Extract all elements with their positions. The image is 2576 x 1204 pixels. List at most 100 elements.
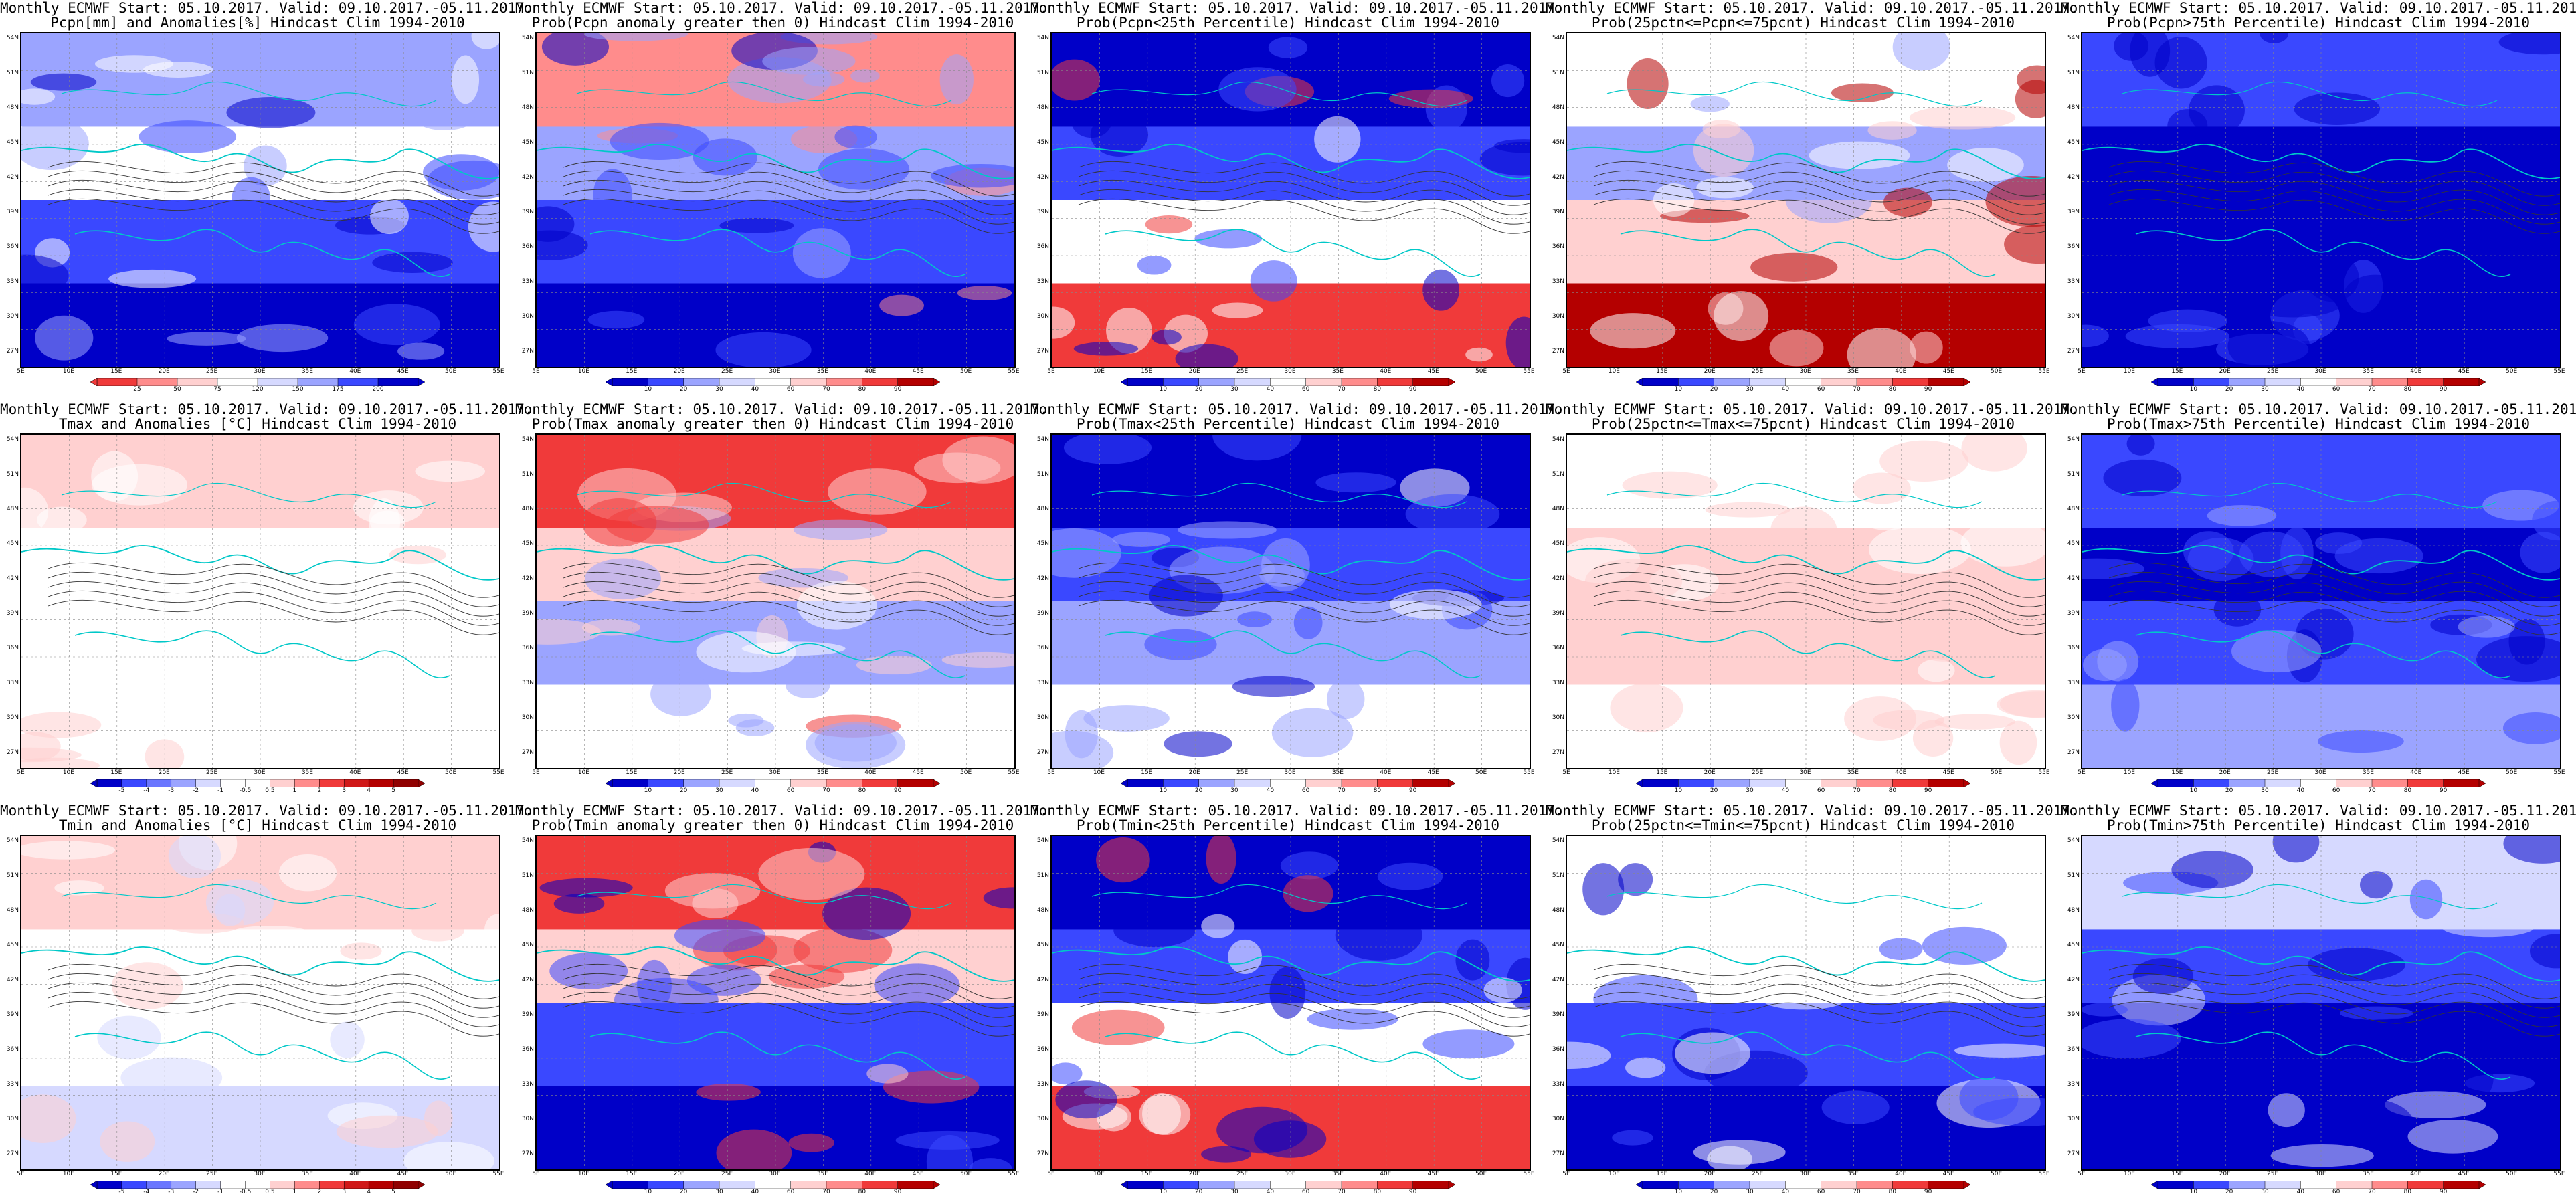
colorbar-tick-label: 40 <box>1781 1189 1790 1195</box>
map-field <box>21 836 499 1169</box>
field-patch <box>1315 472 1396 493</box>
colorbar-swatch <box>2264 779 2302 787</box>
field-patch <box>1693 1140 1786 1165</box>
field-patch <box>1714 291 1769 342</box>
colorbar-swatch <box>1785 378 1822 386</box>
colorbar-tick-label: 40 <box>1781 386 1790 393</box>
lat-tick-label: 51N <box>6 70 19 76</box>
field-patch <box>1892 33 1950 71</box>
field-patch <box>1388 89 1473 108</box>
colorbar-swatch <box>2443 779 2480 787</box>
lat-tick-label: 30N <box>2067 714 2080 721</box>
field-patch <box>1142 1093 1181 1135</box>
field-patch <box>408 951 439 989</box>
lon-tick-label: 30E <box>1284 769 1296 776</box>
colorbar-tick-label: 90 <box>1408 787 1417 794</box>
contour-line <box>563 179 1014 215</box>
colorbar-tick-label: 70 <box>2368 386 2376 393</box>
field-patch <box>786 672 830 698</box>
field-patch <box>1819 919 1853 937</box>
colorbar-tick-label: 2 <box>317 787 322 794</box>
map-area <box>535 433 1016 769</box>
panel-title: Pcpn[mm] and Anomalies[%] Hindcast Clim … <box>50 15 465 31</box>
lat-tick-label: 45N <box>1036 540 1049 547</box>
colorbar-swatch <box>719 1181 756 1189</box>
field-patch <box>650 672 711 716</box>
lon-tick-label: 25E <box>2267 1171 2279 1177</box>
panel-header-line: Monthly ECMWF Start: 05.10.2017. Valid: … <box>1546 803 2079 819</box>
field-patch <box>2317 730 2404 753</box>
lat-tick-label: 36N <box>1552 1046 1564 1053</box>
lat-tick-label: 54N <box>1552 837 1564 844</box>
lat-tick-label: 45N <box>2067 540 2080 547</box>
field-patch <box>168 836 221 878</box>
colorbar-tick-label: 30 <box>1230 1189 1238 1195</box>
field-patch <box>353 490 424 525</box>
lon-tick-label: 25E <box>206 1171 218 1177</box>
lon-tick-label: 50E <box>1475 1171 1487 1177</box>
field-patch <box>37 506 87 534</box>
lon-tick-label: 15E <box>626 769 638 776</box>
lat-tick-label: 33N <box>521 1081 534 1088</box>
contour-line <box>2108 590 2560 626</box>
colorbar-swatch <box>171 1181 197 1189</box>
colorbar-tick-label: 80 <box>1373 386 1382 393</box>
colorbar-arrow-left <box>1636 1181 1643 1189</box>
lon-tick-label: 55E <box>1523 769 1535 776</box>
field-patch <box>2520 532 2560 573</box>
colorbar-swatch <box>1785 779 1822 787</box>
colorbar-swatch <box>648 1181 684 1189</box>
map-area <box>20 32 500 368</box>
colorbar-swatch <box>220 1181 246 1189</box>
panel-title: Prob(Pcpn<25th Percentile) Hindcast Clim… <box>1076 15 1500 31</box>
colorbar-arrow-right <box>1448 378 1455 386</box>
field-patch <box>1206 836 1236 884</box>
field-patch <box>1175 344 1238 367</box>
panel-header-line: Monthly ECMWF Start: 05.10.2017. Valid: … <box>1030 401 1564 417</box>
lat-tick-label: 51N <box>521 70 534 76</box>
panel-header-line: Monthly ECMWF Start: 05.10.2017. Valid: … <box>515 803 1048 819</box>
colorbar-tick-label: 1 <box>292 787 297 794</box>
lat-tick-label: 33N <box>1552 278 1564 285</box>
map-field <box>537 836 1014 1169</box>
field-patch <box>1405 494 1500 534</box>
contour-line <box>2108 991 2560 1027</box>
field-patch <box>850 69 880 83</box>
field-patch <box>21 254 69 297</box>
field-patch <box>1867 121 1917 140</box>
contour-line <box>48 179 499 215</box>
lon-tick-label: 5E <box>1047 1171 1055 1177</box>
field-patch <box>1954 1043 2045 1058</box>
field-patch <box>471 33 499 49</box>
colorbar-swatch <box>1749 1181 1786 1189</box>
forecast-panel: Monthly ECMWF Start: 05.10.2017. Valid: … <box>1030 803 1564 1197</box>
field-patch <box>1377 862 1443 890</box>
field-patch <box>229 925 311 942</box>
field-patch <box>1961 484 2045 526</box>
colorbar-arrow-left <box>1121 1181 1128 1189</box>
colorbar-arrow-left <box>1636 378 1643 386</box>
colorbar-swatch <box>217 378 258 386</box>
colorbar-arrow-right <box>933 1181 940 1189</box>
panel-title: Prob(Pcpn anomaly greater then 0) Hindca… <box>531 15 1014 31</box>
lon-tick-label: 20E <box>1704 1171 1716 1177</box>
lat-tick-label: 30N <box>521 313 534 320</box>
colorbar-swatch <box>337 378 379 386</box>
lat-tick-label: 48N <box>1036 104 1049 111</box>
colorbar-swatch <box>1678 1181 1715 1189</box>
colorbar-swatch <box>755 378 792 386</box>
colorbar-swatch <box>1928 378 1964 386</box>
forecast-panel: Monthly ECMWF Start: 05.10.2017. Valid: … <box>0 0 533 395</box>
field-patch <box>2148 187 2200 227</box>
field-patch <box>822 887 911 940</box>
field-patch <box>2171 851 2253 888</box>
colorbar-swatch <box>146 779 172 787</box>
lon-tick-label: 55E <box>2038 769 2050 776</box>
field-patch <box>139 120 237 153</box>
colorbar-swatches <box>90 1181 425 1189</box>
lon-tick-label: 25E <box>1236 1171 1249 1177</box>
colorbar-swatch <box>368 779 394 787</box>
field-patch <box>2272 836 2320 863</box>
contour-line <box>1593 599 2045 635</box>
map-field <box>1567 33 2045 367</box>
